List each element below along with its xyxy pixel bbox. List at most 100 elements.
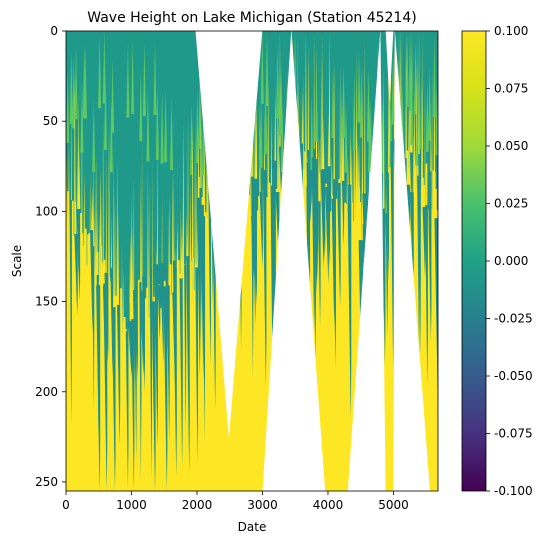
heat-cell-high [337, 190, 339, 491]
heat-cell-high [325, 183, 328, 491]
colorbar-tick-label: 0.075 [494, 82, 528, 96]
heat-streak-mid [425, 79, 429, 152]
heat-cell-high [386, 213, 389, 491]
heat-cell-high [90, 249, 93, 491]
heat-cell-high [163, 280, 166, 491]
x-tick-label: 1000 [116, 498, 147, 512]
heat-cell-high [340, 211, 343, 491]
heat-streak-mid [98, 36, 102, 109]
heat-spike [141, 139, 143, 294]
heat-cell-high [143, 276, 146, 491]
heat-streak-mid [279, 62, 283, 136]
heat-cell-high [216, 155, 219, 491]
heat-cell-high [109, 281, 112, 491]
heat-cell-high [239, 160, 242, 491]
heat-cell-high [327, 187, 330, 491]
heat-cell-high [343, 180, 345, 491]
heat-streak-mid [391, 52, 395, 125]
plot-area [66, 31, 438, 491]
heat-cell-high [82, 245, 85, 491]
heat-cell-high [313, 156, 316, 491]
heat-spike [70, 98, 72, 200]
heat-cell-high [108, 276, 111, 491]
heat-spike [122, 269, 124, 323]
heat-spike [140, 174, 142, 283]
x-tick-label: 0 [62, 498, 70, 512]
heat-cell-high [198, 177, 200, 491]
heat-spike [254, 41, 256, 197]
heat-cell-high [215, 175, 218, 491]
heat-streak-mid [74, 46, 78, 120]
heat-streak-mid [280, 100, 284, 173]
heat-cell-high [242, 184, 245, 491]
heat-spike [171, 171, 174, 308]
plot-frame [65, 30, 439, 492]
heat-cell-high [91, 230, 94, 491]
heat-cell-high [130, 320, 133, 491]
heat-cell-high [264, 174, 266, 491]
heat-spike [191, 117, 194, 258]
heat-spike [93, 158, 95, 247]
heat-streak-mid [69, 51, 73, 124]
heat-cell-high [248, 195, 251, 491]
heat-cell-high [429, 191, 431, 491]
heat-cell-high [433, 171, 436, 491]
heat-spike [320, 51, 322, 189]
x-axis: 0 1000 2000 3000 4000 5000 [62, 491, 409, 512]
heat-cell-high [186, 268, 189, 491]
heat-spike [267, 79, 269, 195]
colorbar-tick-label: -0.025 [494, 312, 533, 326]
colorbar-tick-label: -0.050 [494, 369, 533, 383]
heat-spike [148, 179, 150, 318]
heat-cell-high [124, 328, 127, 491]
heat-cell-high [269, 185, 272, 491]
heat-cell-high [206, 218, 209, 491]
heat-cell-high [240, 160, 243, 491]
heat-spike [203, 131, 206, 217]
heat-cell-high [420, 190, 423, 491]
heat-cell-high [157, 284, 160, 491]
heat-cell-high [356, 202, 358, 491]
heat-spike [364, 36, 366, 194]
heat-streak-mid [109, 100, 113, 173]
heat-spike [387, 35, 389, 173]
heat-streak-mid [102, 31, 106, 104]
no-data-gap [347, 31, 386, 491]
heat-cell-high [201, 197, 204, 491]
heat-cell-high [256, 210, 259, 491]
heat-cell-high [71, 200, 74, 491]
heat-spike [186, 212, 188, 269]
heat-cell-high [431, 208, 434, 491]
heat-cell-high [182, 278, 185, 491]
heat-cell-high [330, 211, 332, 491]
heat-streak-mid [72, 56, 76, 129]
heat-cell-high [87, 234, 89, 491]
heat-streak-low [341, 180, 346, 247]
x-tick-label: 2000 [182, 498, 213, 512]
y-tick-label: 250 [35, 475, 58, 489]
heat-cell-high [212, 178, 214, 491]
heat-cell-high [177, 259, 180, 491]
heat-cell-high [122, 322, 125, 491]
heat-cell-high [142, 290, 145, 491]
heat-streak-mid [315, 69, 319, 142]
heat-spike [333, 60, 335, 199]
heat-cell-high [141, 293, 144, 491]
heat-cell-high [244, 156, 246, 491]
heat-spike [340, 80, 342, 212]
heat-spike [180, 208, 182, 265]
heat-spike [113, 153, 115, 296]
heat-cell-high [321, 171, 324, 491]
heat-spike [339, 62, 341, 183]
heat-spike [195, 158, 197, 265]
heat-cell-high [80, 213, 82, 491]
heat-cell-high [384, 238, 387, 491]
heat-spike [181, 223, 183, 279]
heat-cell-high [357, 198, 359, 491]
heat-cell-high [262, 188, 265, 491]
heat-cell-high [194, 263, 197, 491]
heat-cell-high [346, 211, 349, 491]
heat-spike [382, 64, 385, 209]
heat-streak-mid [160, 91, 164, 164]
heat-cell-high [259, 194, 262, 491]
